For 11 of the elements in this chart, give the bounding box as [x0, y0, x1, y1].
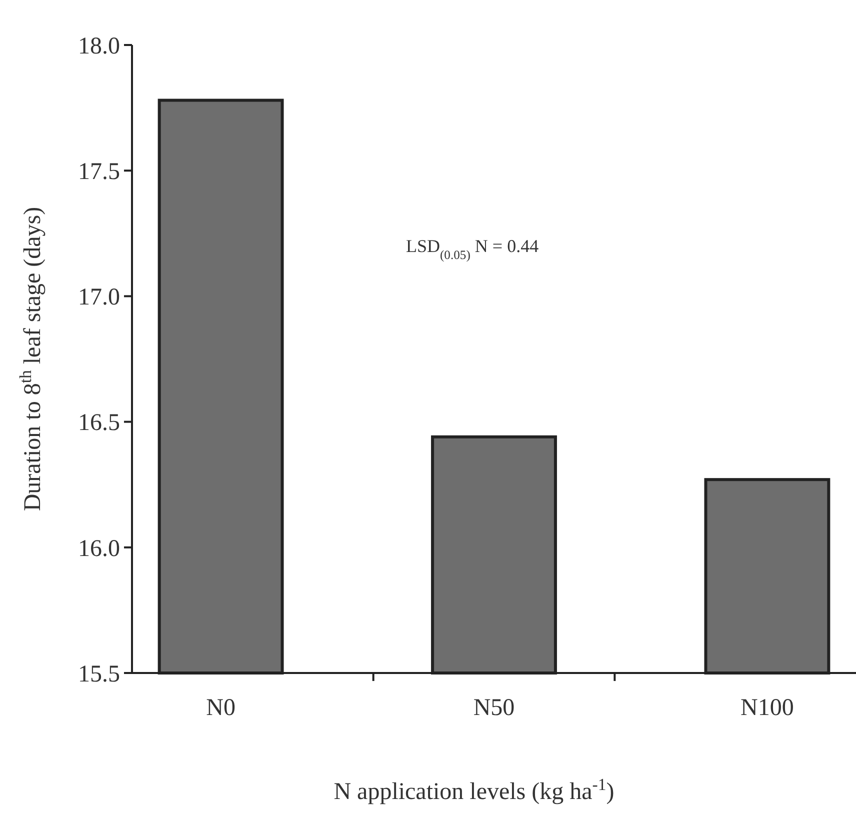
annotation: LSD$_{(0.05)}$ N = 0.44 — [406, 236, 539, 262]
y-tick-label: 15.5 — [78, 661, 120, 688]
y-tick-label: 18.0 — [78, 33, 120, 60]
x-axis-title: N application levels (kg ha$^{-1}$) — [334, 774, 614, 805]
y-tick-label: 16.5 — [78, 410, 120, 436]
x-tick-label: N100 — [740, 695, 794, 721]
y-tick-label: 17.0 — [78, 284, 120, 311]
x-tick-label: N50 — [473, 695, 515, 721]
x-tick-label: N0 — [206, 695, 236, 721]
y-tick-label: 17.5 — [78, 159, 120, 185]
y-tick-label: 16.0 — [78, 536, 120, 562]
